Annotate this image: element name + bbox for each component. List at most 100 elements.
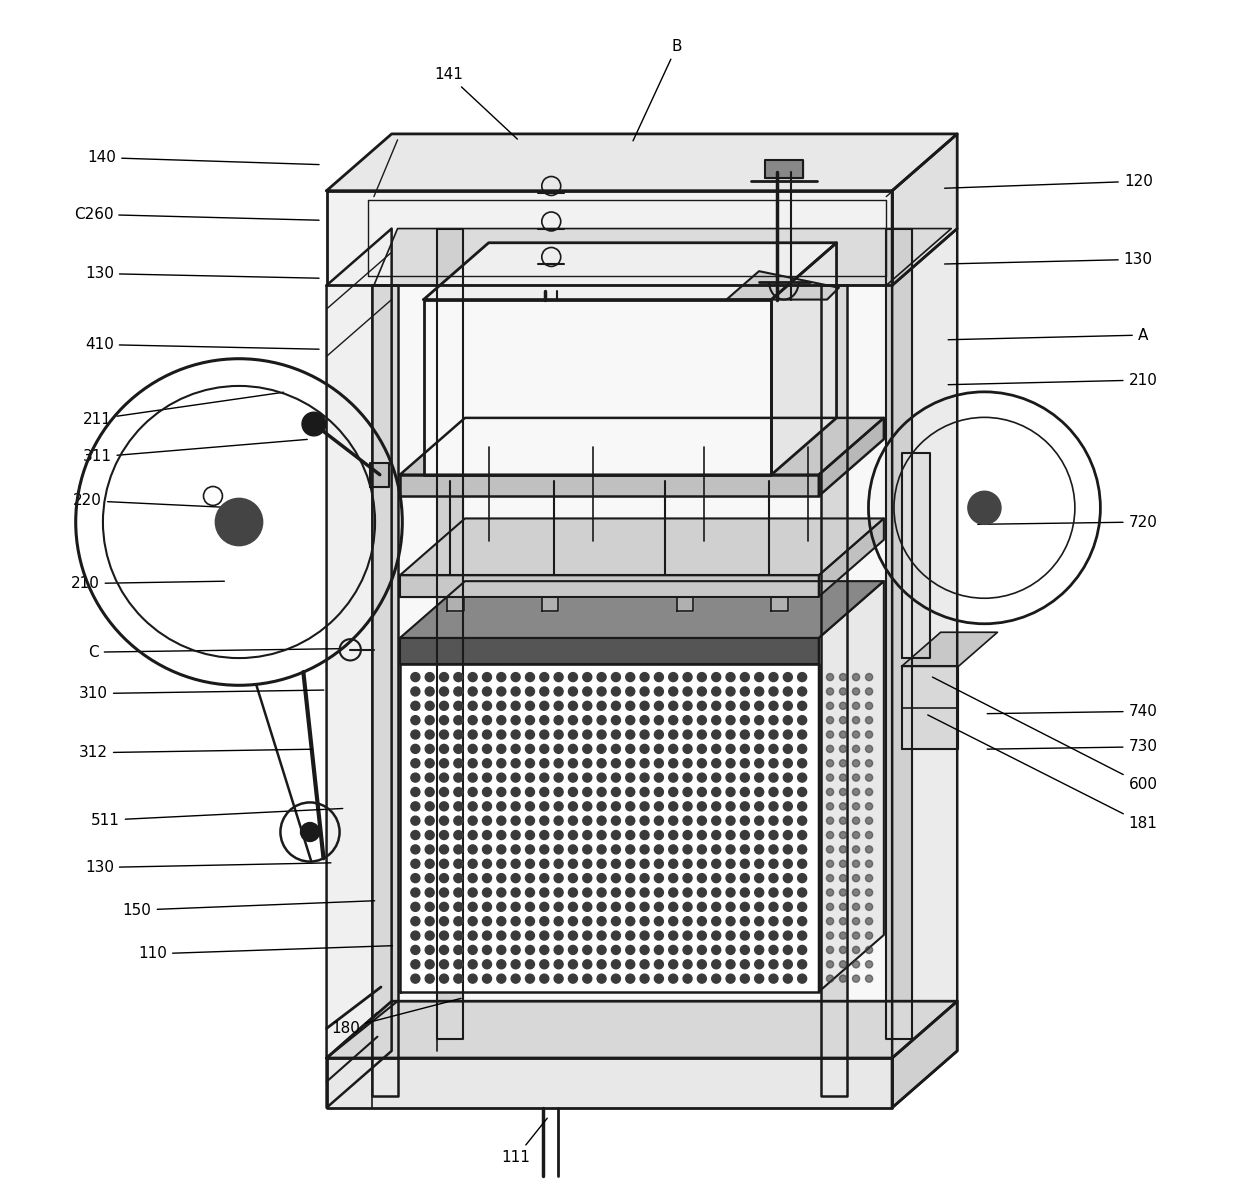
Circle shape bbox=[425, 959, 434, 969]
Circle shape bbox=[598, 903, 606, 911]
Circle shape bbox=[826, 731, 833, 738]
Circle shape bbox=[410, 701, 420, 710]
Circle shape bbox=[697, 860, 707, 868]
Circle shape bbox=[469, 903, 477, 911]
Circle shape bbox=[511, 802, 520, 811]
Circle shape bbox=[497, 816, 506, 825]
Circle shape bbox=[611, 672, 620, 682]
Circle shape bbox=[797, 715, 807, 725]
Circle shape bbox=[712, 959, 720, 969]
Circle shape bbox=[526, 773, 534, 782]
Circle shape bbox=[454, 715, 463, 725]
Polygon shape bbox=[392, 134, 957, 1051]
Circle shape bbox=[554, 903, 563, 911]
Circle shape bbox=[784, 759, 792, 767]
Circle shape bbox=[410, 715, 420, 725]
Circle shape bbox=[511, 731, 520, 739]
Circle shape bbox=[866, 874, 873, 881]
Circle shape bbox=[740, 917, 749, 926]
Circle shape bbox=[712, 888, 720, 897]
Circle shape bbox=[740, 759, 749, 767]
Circle shape bbox=[852, 946, 859, 954]
Circle shape bbox=[583, 945, 591, 955]
Polygon shape bbox=[892, 1001, 957, 1108]
Circle shape bbox=[439, 931, 449, 940]
Circle shape bbox=[482, 773, 491, 782]
Circle shape bbox=[526, 844, 534, 854]
Circle shape bbox=[554, 816, 563, 825]
Circle shape bbox=[683, 917, 692, 926]
Circle shape bbox=[668, 844, 678, 854]
Circle shape bbox=[852, 932, 859, 939]
Circle shape bbox=[697, 974, 707, 983]
Circle shape bbox=[497, 974, 506, 983]
Circle shape bbox=[583, 844, 591, 854]
Text: 740: 740 bbox=[987, 703, 1157, 719]
Circle shape bbox=[583, 860, 591, 868]
Polygon shape bbox=[901, 667, 959, 750]
Circle shape bbox=[511, 672, 520, 682]
Circle shape bbox=[784, 715, 792, 725]
Circle shape bbox=[655, 731, 663, 739]
Circle shape bbox=[583, 701, 591, 710]
Circle shape bbox=[598, 773, 606, 782]
Circle shape bbox=[797, 672, 807, 682]
Circle shape bbox=[852, 918, 859, 925]
Circle shape bbox=[727, 844, 735, 854]
Circle shape bbox=[439, 917, 449, 926]
Circle shape bbox=[727, 959, 735, 969]
Circle shape bbox=[668, 731, 678, 739]
Text: 110: 110 bbox=[138, 945, 392, 962]
Circle shape bbox=[727, 974, 735, 983]
Text: 140: 140 bbox=[87, 151, 319, 165]
Circle shape bbox=[425, 788, 434, 797]
Circle shape bbox=[539, 816, 549, 825]
Circle shape bbox=[852, 961, 859, 968]
Circle shape bbox=[826, 774, 833, 782]
Circle shape bbox=[769, 874, 777, 882]
Circle shape bbox=[755, 844, 764, 854]
Polygon shape bbox=[424, 300, 771, 474]
Circle shape bbox=[769, 931, 777, 940]
Circle shape bbox=[626, 687, 635, 696]
Circle shape bbox=[583, 816, 591, 825]
Circle shape bbox=[712, 788, 720, 797]
Circle shape bbox=[797, 830, 807, 840]
Circle shape bbox=[826, 688, 833, 695]
Circle shape bbox=[497, 759, 506, 767]
Circle shape bbox=[626, 759, 635, 767]
Circle shape bbox=[784, 844, 792, 854]
Circle shape bbox=[697, 731, 707, 739]
Circle shape bbox=[583, 974, 591, 983]
Circle shape bbox=[740, 959, 749, 969]
Circle shape bbox=[727, 715, 735, 725]
Circle shape bbox=[852, 975, 859, 982]
Circle shape bbox=[454, 874, 463, 882]
Circle shape bbox=[668, 816, 678, 825]
Circle shape bbox=[640, 715, 649, 725]
Circle shape bbox=[539, 788, 549, 797]
Circle shape bbox=[583, 745, 591, 753]
Polygon shape bbox=[401, 581, 884, 638]
Circle shape bbox=[568, 844, 578, 854]
Circle shape bbox=[554, 759, 563, 767]
Circle shape bbox=[727, 830, 735, 840]
Circle shape bbox=[683, 731, 692, 739]
Circle shape bbox=[668, 701, 678, 710]
Circle shape bbox=[640, 974, 649, 983]
Circle shape bbox=[539, 830, 549, 840]
Circle shape bbox=[683, 945, 692, 955]
Polygon shape bbox=[326, 229, 392, 1108]
Circle shape bbox=[866, 674, 873, 681]
Circle shape bbox=[712, 830, 720, 840]
Circle shape bbox=[583, 802, 591, 811]
Circle shape bbox=[826, 932, 833, 939]
Circle shape bbox=[410, 860, 420, 868]
Polygon shape bbox=[892, 229, 957, 1108]
Circle shape bbox=[511, 830, 520, 840]
Circle shape bbox=[668, 715, 678, 725]
Circle shape bbox=[554, 701, 563, 710]
Circle shape bbox=[784, 687, 792, 696]
Circle shape bbox=[469, 759, 477, 767]
Polygon shape bbox=[677, 597, 693, 611]
